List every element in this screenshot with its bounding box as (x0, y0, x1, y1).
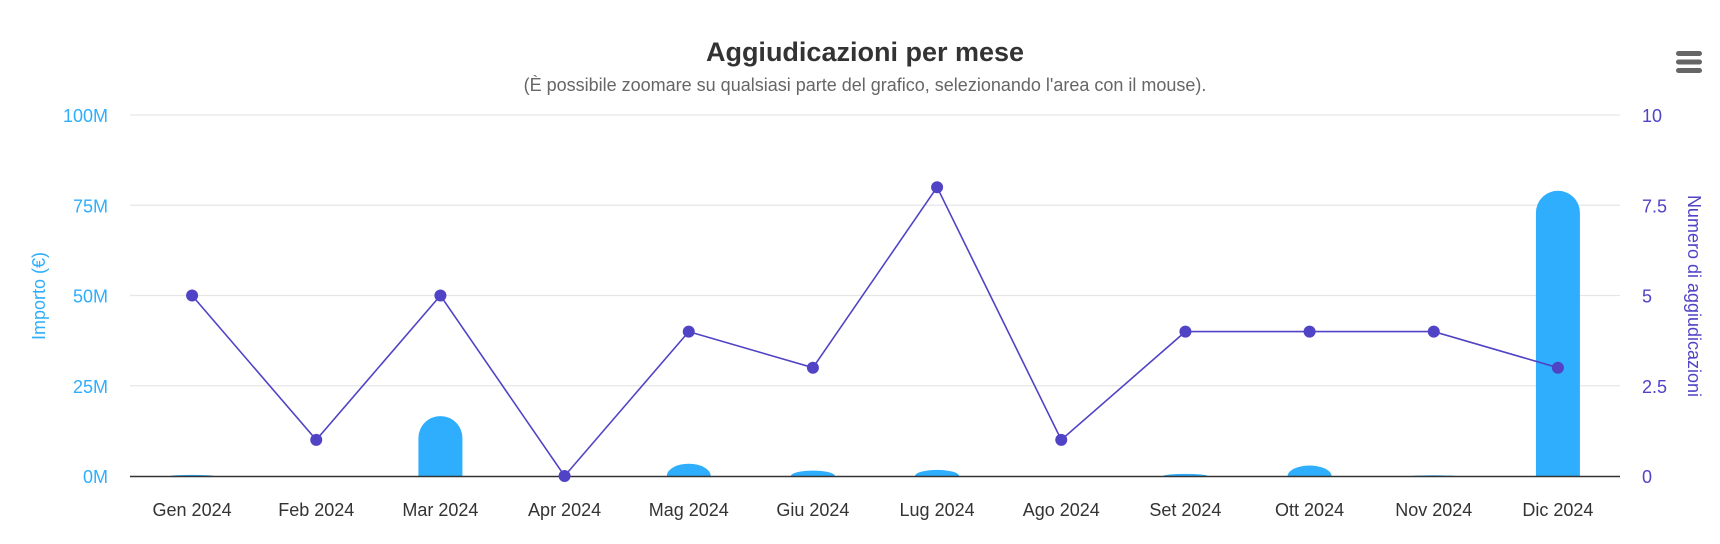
y-axis-right-title: Numero di aggiudicazioni (1684, 195, 1704, 397)
bar-gen-2024[interactable] (170, 474, 215, 477)
point-dic-2024[interactable] (1551, 361, 1564, 374)
menu-bar-middle (1676, 59, 1702, 65)
line-series (186, 181, 1564, 482)
x-tick-label: Dic 2024 (1522, 500, 1593, 520)
point-mar-2024[interactable] (434, 289, 447, 302)
point-gen-2024[interactable] (186, 289, 199, 302)
x-tick-label: Ott 2024 (1275, 500, 1344, 520)
y-right-tick-label: 5 (1642, 287, 1652, 307)
x-tick-label: Set 2024 (1149, 500, 1221, 520)
x-tick-label: Giu 2024 (776, 500, 849, 520)
bar-series (170, 190, 1580, 477)
x-tick-label: Mar 2024 (402, 500, 478, 520)
point-apr-2024[interactable] (558, 470, 571, 482)
y-right-tick-label: 7.5 (1642, 196, 1667, 216)
y-left-tick-label: 0M (83, 467, 108, 487)
x-tick-label: Nov 2024 (1395, 500, 1472, 520)
point-ott-2024[interactable] (1303, 325, 1316, 338)
menu-bar-bottom (1676, 68, 1702, 73)
point-set-2024[interactable] (1179, 325, 1192, 338)
menu-bar-top (1676, 51, 1702, 56)
bar-mar-2024[interactable] (418, 416, 463, 476)
y-right-tick-label: 2.5 (1642, 377, 1667, 397)
point-giu-2024[interactable] (806, 361, 819, 374)
y-left-tick-label: 25M (73, 377, 108, 397)
y-right-tick-label: 0 (1642, 467, 1652, 487)
y-axis-left-ticks: 0M 25M 50M 75M 100M (63, 106, 108, 487)
chart-subtitle: (È possibile zoomare su qualsiasi parte … (524, 75, 1207, 95)
point-feb-2024[interactable] (310, 433, 323, 446)
bar-dic-2024[interactable] (1535, 190, 1580, 476)
x-tick-label: Feb 2024 (278, 500, 354, 520)
point-ago-2024[interactable] (1055, 433, 1068, 446)
bar-set-2024[interactable] (1163, 473, 1208, 476)
bar-mag-2024[interactable] (666, 463, 711, 476)
bar-lug-2024[interactable] (915, 469, 960, 476)
y-axis-right-ticks: 0 2.5 5 7.5 10 (1642, 106, 1667, 487)
y-axis-left-title: Importo (€) (29, 252, 49, 340)
x-tick-label: Ago 2024 (1023, 500, 1100, 520)
x-tick-label: Apr 2024 (528, 500, 601, 520)
bar-giu-2024[interactable] (790, 470, 835, 476)
gridlines (130, 114, 1620, 387)
y-left-tick-label: 50M (73, 287, 108, 307)
x-tick-label: Gen 2024 (153, 500, 232, 520)
y-left-tick-label: 75M (73, 196, 108, 216)
y-right-tick-label: 10 (1642, 106, 1662, 126)
x-tick-label: Lug 2024 (900, 500, 975, 520)
x-tick-label: Mag 2024 (649, 500, 729, 520)
aggiudicazioni-line (191, 185, 1559, 478)
x-axis-ticks: Gen 2024 Feb 2024 Mar 2024 Apr 2024 Mag 2024… (153, 500, 1594, 520)
point-lug-2024[interactable] (931, 181, 944, 194)
point-nov-2024[interactable] (1427, 325, 1440, 338)
chart-title: Aggiudicazioni per mese (706, 37, 1024, 67)
y-left-tick-label: 100M (63, 106, 108, 126)
point-mag-2024[interactable] (682, 325, 695, 338)
bar-ott-2024[interactable] (1287, 465, 1332, 476)
context-menu-button[interactable] (1674, 49, 1704, 75)
